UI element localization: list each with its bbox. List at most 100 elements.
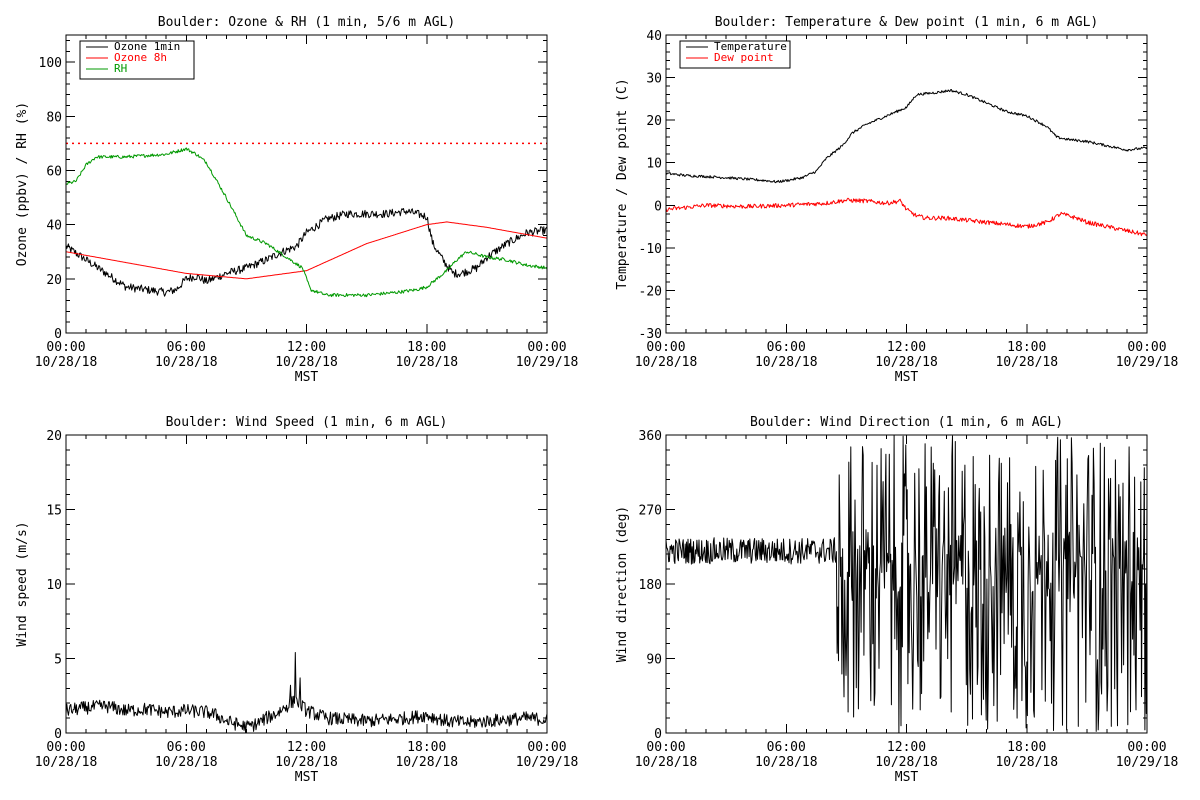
x-tick-date: 10/29/18 — [516, 355, 579, 370]
x-tick-time: 12:00 — [887, 740, 926, 755]
x-tick-time: 18:00 — [407, 740, 446, 755]
plot-area — [66, 652, 547, 733]
y-tick-label: 0 — [54, 727, 62, 742]
legend-entry: Temperature — [714, 40, 787, 53]
plot-area — [666, 89, 1147, 237]
x-tick-date: 10/28/18 — [875, 355, 938, 370]
y-tick-label: 40 — [46, 219, 62, 234]
x-tick-time: 00:00 — [527, 340, 566, 355]
y-tick-label: 0 — [654, 199, 662, 214]
x-tick-date: 10/28/18 — [875, 755, 938, 770]
y-tick-label: 80 — [46, 110, 62, 125]
x-tick-date: 10/28/18 — [275, 755, 338, 770]
x-tick-date: 10/28/18 — [995, 355, 1058, 370]
y-tick-label: 15 — [46, 504, 62, 519]
x-axis-label: MST — [895, 770, 919, 785]
legend-entry: Ozone 8h — [114, 51, 167, 64]
plot-frame — [65, 434, 548, 734]
x-tick-date: 10/28/18 — [275, 355, 338, 370]
chart-title: Boulder: Wind Direction (1 min, 6 m AGL) — [750, 415, 1063, 430]
y-tick-label: 180 — [639, 578, 662, 593]
y-axis-label: Ozone (ppbv) / RH (%) — [15, 102, 30, 266]
x-axis-label: MST — [295, 370, 319, 385]
x-tick-time: 06:00 — [767, 340, 806, 355]
legend-entry: RH — [114, 62, 127, 75]
y-tick-label: 90 — [646, 653, 662, 668]
x-axis-label: MST — [895, 370, 919, 385]
x-tick-date: 10/28/18 — [395, 355, 458, 370]
x-tick-date: 10/29/18 — [1116, 355, 1179, 370]
y-axis-label: Wind direction (deg) — [615, 506, 630, 663]
x-tick-date: 10/29/18 — [1116, 755, 1179, 770]
legend-entry: Ozone 1min — [114, 40, 180, 53]
y-tick-label: 20 — [646, 114, 662, 129]
series-line-1 — [666, 435, 1147, 733]
x-tick-time: 00:00 — [646, 740, 685, 755]
series-line-1 — [66, 652, 547, 733]
x-tick-time: 00:00 — [646, 340, 685, 355]
x-tick-time: 06:00 — [167, 340, 206, 355]
x-tick-time: 06:00 — [767, 740, 806, 755]
x-tick-date: 10/28/18 — [395, 755, 458, 770]
x-tick-date: 10/28/18 — [755, 355, 818, 370]
y-tick-label: 40 — [646, 29, 662, 44]
y-tick-label: 30 — [646, 72, 662, 87]
x-axis-label: MST — [295, 770, 319, 785]
plot-frame — [665, 34, 1148, 334]
x-tick-time: 18:00 — [407, 340, 446, 355]
y-tick-label: 60 — [46, 164, 62, 179]
x-tick-date: 10/28/18 — [155, 355, 218, 370]
series-line-ozone-1min — [66, 208, 547, 297]
x-tick-time: 06:00 — [167, 740, 206, 755]
x-tick-date: 10/28/18 — [155, 755, 218, 770]
chart-title: Boulder: Wind Speed (1 min, 6 m AGL) — [166, 415, 448, 430]
y-axis-label: Wind speed (m/s) — [15, 521, 30, 646]
y-tick-label: 270 — [639, 504, 662, 519]
chart-wspd: Boulder: Wind Speed (1 min, 6 m AGL) 0 5 10… — [15, 415, 578, 785]
plot-frame — [665, 434, 1148, 734]
plot-area — [666, 435, 1147, 733]
y-tick-label: 10 — [46, 578, 62, 593]
x-tick-date: 10/28/18 — [635, 755, 698, 770]
y-tick-label: -20 — [639, 284, 662, 299]
y-tick-label: 0 — [54, 327, 62, 342]
x-tick-time: 00:00 — [527, 740, 566, 755]
legend-box — [679, 40, 791, 69]
y-tick-label: 20 — [46, 273, 62, 288]
x-tick-time: 12:00 — [287, 740, 326, 755]
x-tick-time: 12:00 — [887, 340, 926, 355]
x-tick-time: 00:00 — [1127, 740, 1166, 755]
y-tick-label: 0 — [654, 727, 662, 742]
y-tick-label: 10 — [646, 157, 662, 172]
chart-wdir: Boulder: Wind Direction (1 min, 6 m AGL)… — [615, 415, 1178, 785]
y-axis-label: Temperature / Dew point (C) — [615, 78, 630, 289]
x-tick-time: 12:00 — [287, 340, 326, 355]
y-tick-label: 20 — [46, 429, 62, 444]
chart-title: Boulder: Temperature & Dew point (1 min,… — [715, 15, 1099, 30]
x-tick-time: 00:00 — [1127, 340, 1166, 355]
chart-ozone: Boulder: Ozone & RH (1 min, 5/6 m AGL) 0 2… — [15, 15, 578, 385]
y-tick-label: 360 — [639, 429, 662, 444]
x-tick-time: 18:00 — [1007, 740, 1046, 755]
legend-entry: Dew point — [714, 51, 774, 64]
x-tick-time: 00:00 — [46, 340, 85, 355]
plot-frame — [65, 34, 548, 334]
series-line-rh — [66, 147, 547, 298]
chart-title: Boulder: Ozone & RH (1 min, 5/6 m AGL) — [158, 15, 455, 30]
y-tick-label: -30 — [639, 327, 662, 342]
plot-area — [66, 142, 547, 298]
y-tick-label: 100 — [39, 56, 62, 71]
y-tick-label: 5 — [54, 653, 62, 668]
x-tick-time: 00:00 — [46, 740, 85, 755]
chart-temp: Boulder: Temperature & Dew point (1 min,… — [615, 15, 1178, 385]
x-tick-date: 10/28/18 — [35, 355, 98, 370]
x-tick-date: 10/28/18 — [995, 755, 1058, 770]
x-tick-date: 10/28/18 — [635, 355, 698, 370]
series-line-temperature — [666, 89, 1147, 184]
x-tick-date: 10/29/18 — [516, 755, 579, 770]
x-tick-date: 10/28/18 — [35, 755, 98, 770]
series-line-ozone-8h — [66, 221, 547, 280]
